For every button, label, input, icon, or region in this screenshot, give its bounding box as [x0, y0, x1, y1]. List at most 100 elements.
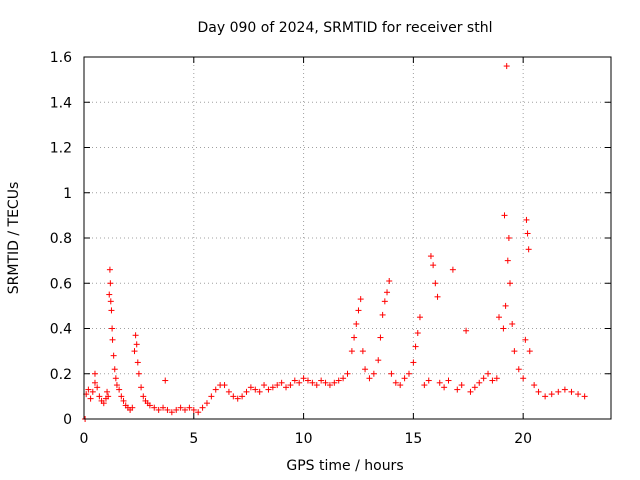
data-point: [432, 280, 439, 287]
data-point: [134, 359, 141, 366]
data-point: [239, 393, 246, 400]
data-point: [190, 406, 197, 413]
data-point: [505, 235, 512, 241]
data-point: [274, 382, 281, 389]
data-point: [555, 388, 562, 395]
data-point: [379, 311, 386, 318]
data-point: [392, 379, 399, 386]
data-point: [357, 296, 364, 303]
data-point: [105, 393, 112, 400]
data-point: [405, 370, 412, 377]
data-point: [434, 293, 441, 300]
x-tick-label: 0: [80, 431, 89, 447]
y-tick-label: 1.2: [50, 141, 72, 157]
data-point: [362, 366, 369, 373]
data-point: [177, 404, 184, 411]
data-point: [331, 379, 338, 386]
data-point: [471, 384, 478, 391]
data-point: [94, 384, 101, 391]
data-point: [340, 375, 347, 382]
data-point: [146, 402, 153, 409]
y-tick-label: 1.4: [50, 95, 72, 111]
plot-frame: [83, 56, 612, 420]
data-point: [313, 382, 320, 389]
data-point: [252, 386, 259, 393]
data-point: [476, 379, 483, 386]
x-axis-title: GPS time / hours: [286, 458, 403, 474]
data-point: [265, 386, 272, 393]
data-point: [548, 391, 555, 398]
data-point: [118, 393, 125, 400]
data-point: [113, 382, 120, 389]
data-point: [247, 384, 254, 391]
data-point: [575, 391, 582, 398]
data-point: [326, 382, 333, 389]
data-point: [140, 393, 147, 400]
data-point: [454, 386, 461, 393]
data-point: [300, 375, 307, 382]
data-point: [309, 379, 316, 386]
data-point: [138, 384, 145, 391]
data-point: [535, 388, 542, 395]
data-point: [129, 404, 136, 411]
data-point: [91, 370, 98, 377]
x-tick-label: 10: [295, 431, 313, 447]
data-point: [503, 63, 510, 70]
data-point: [412, 343, 419, 350]
y-tick-label: 1.6: [50, 50, 72, 66]
y-tick-label: 1: [63, 186, 72, 202]
data-point: [377, 334, 384, 341]
data-point: [351, 334, 358, 341]
data-point: [520, 375, 527, 382]
data-point: [523, 216, 530, 223]
data-point: [449, 266, 456, 273]
data-point: [225, 388, 232, 395]
data-point: [208, 393, 215, 400]
data-point: [500, 325, 507, 332]
data-point: [168, 409, 175, 416]
data-point: [291, 377, 298, 384]
data-point: [501, 212, 508, 219]
data-point: [131, 348, 138, 355]
data-point: [458, 382, 465, 389]
data-point: [467, 388, 474, 395]
data-point: [186, 404, 193, 411]
data-point: [430, 262, 437, 269]
data-point: [106, 291, 113, 298]
data-point: [162, 377, 169, 384]
data-point: [381, 298, 388, 305]
data-point: [397, 382, 404, 389]
data-point: [344, 370, 351, 377]
data-point: [526, 348, 533, 355]
data-point: [441, 384, 448, 391]
data-point: [100, 400, 107, 407]
data-point: [445, 377, 452, 384]
data-point: [318, 377, 325, 384]
data-point: [116, 386, 123, 393]
data-point: [120, 397, 127, 404]
data-point: [416, 314, 423, 321]
data-point: [269, 384, 276, 391]
data-point: [287, 382, 294, 389]
data-point: [509, 320, 516, 327]
data-point: [359, 348, 366, 355]
data-point: [322, 379, 329, 386]
data-point: [375, 357, 382, 364]
data-point: [278, 379, 285, 386]
data-point: [296, 379, 303, 386]
data-point: [504, 257, 511, 264]
data-point: [493, 375, 500, 382]
x-tick-label: 5: [189, 431, 198, 447]
data-point: [173, 406, 180, 413]
data-point: [366, 375, 373, 382]
data-point: [496, 314, 503, 321]
y-axis-title: SRMTID / TECUs: [6, 182, 22, 295]
data-point: [421, 382, 428, 389]
data-point: [353, 320, 360, 327]
data-point: [112, 375, 119, 382]
data-point: [91, 379, 98, 386]
data-point: [155, 406, 162, 413]
data-point: [581, 393, 588, 400]
data-point: [283, 384, 290, 391]
data-point: [531, 382, 538, 389]
